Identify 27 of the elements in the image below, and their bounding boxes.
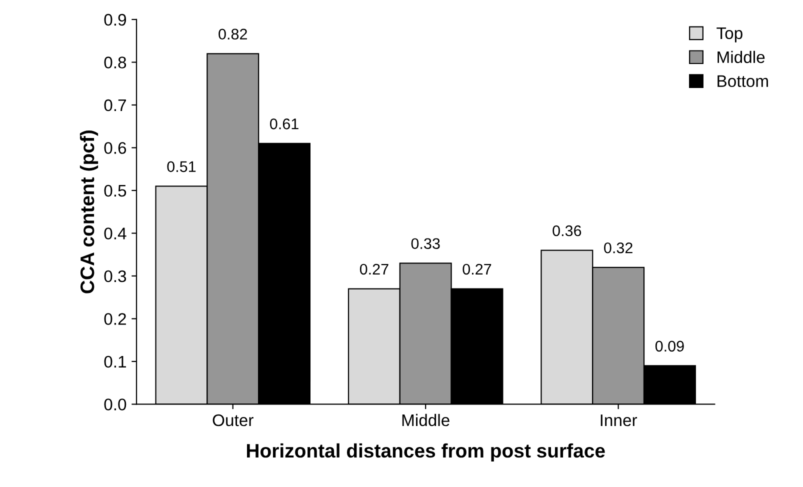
data-label: 0.36 <box>552 225 582 236</box>
data-label: 0.61 <box>270 118 298 130</box>
x-axis-title: Horizontal distances from post surface <box>247 443 605 462</box>
data-label: 0.32 <box>604 242 632 254</box>
legend-label: Middle <box>718 50 765 64</box>
y-tick-label: 0.0 <box>104 398 126 410</box>
y-tick-label: 0.2 <box>104 313 126 325</box>
y-tick-label: 0.8 <box>104 56 126 68</box>
data-label: 0.51 <box>167 161 196 172</box>
y-tick-label: 0.9 <box>104 14 126 26</box>
legend-label: Top <box>716 27 742 42</box>
data-label: 0.82 <box>218 28 247 40</box>
x-tick-label: Inner <box>600 414 638 426</box>
y-tick-label: 0.4 <box>104 228 126 240</box>
y-tick-label: 0.3 <box>104 270 126 282</box>
y-tick-label: 0.7 <box>104 99 126 112</box>
data-label: 0.33 <box>411 238 440 250</box>
x-tick-label: Outer <box>212 414 254 426</box>
y-axis-title: CCA content (pcf) <box>80 130 98 294</box>
data-label: 0.27 <box>462 264 492 275</box>
y-tick-label: 0.6 <box>104 142 126 154</box>
legend-label: Bottom <box>718 75 768 88</box>
x-tick-label: Middle <box>402 414 450 426</box>
y-tick-label: 0.1 <box>104 356 126 368</box>
data-label: 0.09 <box>655 340 684 352</box>
data-label: 0.27 <box>360 264 388 275</box>
y-tick-label: 0.5 <box>104 184 126 197</box>
